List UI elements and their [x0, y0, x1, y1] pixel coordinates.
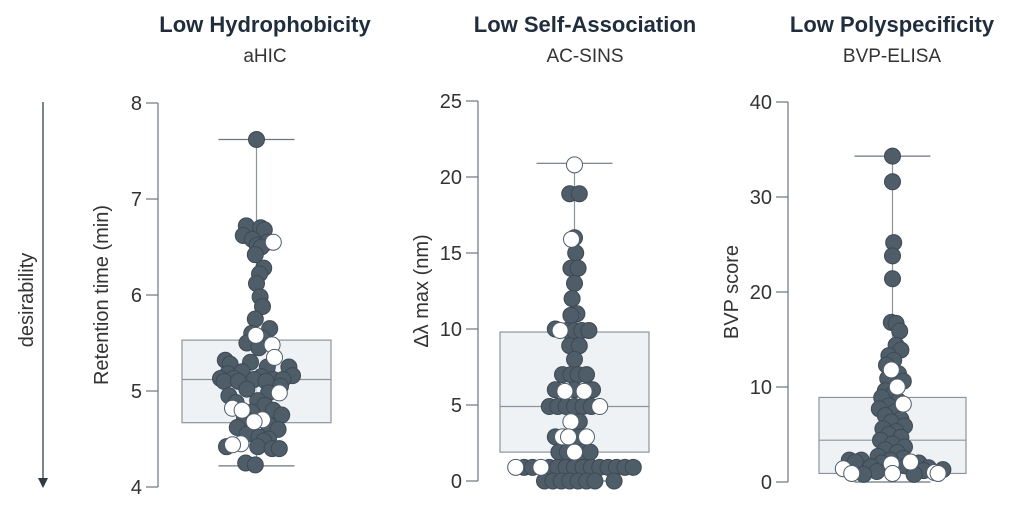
y-tick-label: 5: [451, 395, 462, 417]
data-point: [562, 306, 580, 324]
data-point-highlighted: [560, 428, 577, 446]
data-point-highlighted: [247, 326, 265, 344]
y-tick-label: 10: [440, 319, 462, 341]
data-point-highlighted: [245, 413, 263, 431]
chart-subtitle: aHIC: [243, 46, 286, 67]
y-tick-label: 6: [131, 285, 142, 307]
data-point-highlighted: [563, 230, 580, 248]
data-point: [246, 456, 264, 474]
y-tick-label: 20: [440, 167, 462, 189]
y-tick-label: 20: [750, 282, 772, 304]
data-point-highlighted: [884, 464, 901, 482]
chart-subtitle: BVP-ELISA: [843, 46, 942, 67]
y-tick-label: 5: [131, 381, 142, 403]
data-point: [246, 246, 264, 264]
chart-panel-3: Low Polyspecificity BVP-ELISA 0 10 20 30 40 BVP…: [721, 12, 995, 494]
data-point: [884, 270, 901, 288]
data-point-highlighted: [843, 464, 861, 482]
data-point: [586, 472, 604, 490]
data-point: [270, 440, 288, 458]
data-point: [581, 443, 599, 461]
data-point-highlighted: [556, 382, 574, 400]
y-axis-label: BVP score: [721, 245, 743, 339]
y-tick-label: 15: [440, 243, 462, 265]
data-point: [580, 322, 598, 340]
data-point: [566, 274, 583, 292]
data-point-highlighted: [591, 398, 609, 416]
data-point: [238, 380, 256, 398]
data-point: [563, 290, 581, 308]
data-point: [884, 173, 901, 191]
chart-subtitle: AC-SINS: [546, 46, 623, 67]
data-point: [570, 185, 588, 203]
chart-title: Low Self-Association: [474, 12, 696, 37]
y-axis-label: Δλ max (nm): [411, 234, 433, 347]
y-tick-label: 8: [131, 93, 142, 115]
data-point-highlighted: [894, 395, 912, 413]
chart-panels: Low Hydrophobicity aHIC 4 5 6 7 8 Retention tim…: [91, 12, 995, 499]
data-point: [578, 366, 595, 384]
data-point-highlighted: [902, 453, 919, 471]
data-point-highlighted: [224, 436, 241, 454]
desirability-arrow: desirability: [16, 102, 48, 488]
y-tick-label: 0: [451, 471, 462, 493]
y-tick-label: 7: [131, 189, 142, 211]
data-point: [605, 472, 623, 490]
data-point: [566, 350, 583, 368]
data-point-highlighted: [233, 401, 251, 419]
data-point-highlighted: [532, 458, 550, 476]
data-point-highlighted: [888, 378, 906, 396]
desirability-label: desirability: [16, 253, 38, 347]
data-point: [249, 438, 267, 456]
data-point-highlighted: [882, 361, 900, 379]
y-tick-label: 10: [750, 377, 772, 399]
data-point: [215, 372, 233, 390]
chart-panel-2: Low Self-Association AC-SINS 0 5 10 15 20 25 Δλ …: [411, 12, 696, 493]
desirability-arrow-head: [38, 478, 48, 488]
chart-title: Low Hydrophobicity: [159, 12, 371, 37]
data-point-highlighted: [551, 322, 569, 340]
data-point: [624, 458, 642, 476]
y-tick-label: 4: [131, 477, 142, 499]
y-tick-label: 30: [750, 187, 772, 209]
data-point: [569, 259, 587, 277]
data-point-highlighted: [507, 458, 525, 476]
data-point: [246, 310, 264, 328]
data-point-highlighted: [575, 382, 593, 400]
data-point: [248, 130, 265, 148]
data-point: [273, 406, 291, 424]
data-point-highlighted: [270, 384, 288, 402]
data-point-highlighted: [264, 233, 282, 251]
data-point: [891, 322, 909, 340]
y-tick-label: 0: [761, 472, 772, 494]
data-point-highlighted: [578, 428, 595, 446]
data-point-highlighted: [566, 156, 583, 174]
data-point: [884, 247, 901, 265]
data-point: [884, 147, 901, 165]
y-tick-label: 40: [750, 92, 772, 114]
data-point-highlighted: [266, 348, 283, 366]
data-point-highlighted: [929, 464, 947, 482]
chart-panel-1: Low Hydrophobicity aHIC 4 5 6 7 8 Retention tim…: [91, 12, 371, 499]
data-point-highlighted: [566, 443, 583, 461]
y-axis-label: Retention time (min): [91, 205, 113, 385]
y-tick-label: 25: [440, 91, 462, 113]
chart-title: Low Polyspecificity: [790, 12, 995, 37]
data-point-highlighted: [562, 413, 580, 431]
